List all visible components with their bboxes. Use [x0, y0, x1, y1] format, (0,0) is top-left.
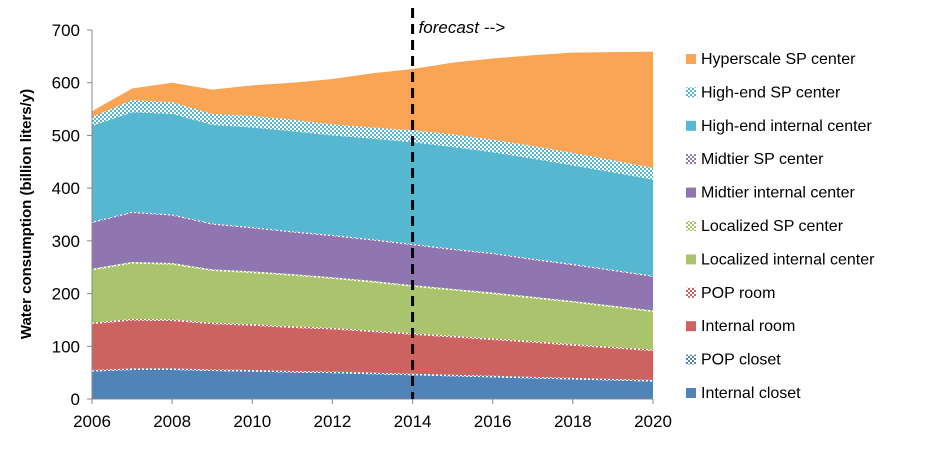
legend-label: Localized internal center	[701, 251, 875, 268]
legend-item-localized-internal-center: Localized internal center	[686, 251, 875, 268]
y-tick-label: 200	[52, 285, 80, 304]
y-ticks: 0 100 200 300 400 500 600 700	[52, 21, 92, 409]
legend: Hyperscale SP center High-end SP center Hi…	[686, 51, 875, 402]
legend-label: POP room	[701, 285, 775, 302]
y-tick-label: 400	[52, 179, 80, 198]
y-tick-label: 0	[71, 390, 80, 409]
area-high-end-internal-center	[92, 112, 653, 276]
y-tick-label: 600	[52, 74, 80, 93]
legend-swatch	[686, 87, 696, 98]
legend-swatch	[686, 254, 696, 265]
axes	[91, 30, 653, 400]
legend-label: Midtier SP center	[701, 151, 824, 168]
x-tick-label: 2010	[233, 412, 271, 431]
legend-label: Internal room	[701, 318, 795, 335]
legend-swatch	[686, 120, 696, 131]
legend-label: Internal closet	[701, 385, 801, 402]
y-tick-label: 300	[52, 232, 80, 251]
legend-swatch	[686, 54, 696, 64]
legend-label: High-end internal center	[701, 118, 872, 135]
legend-label: Localized SP center	[701, 218, 844, 235]
legend-label: High-end SP center	[701, 84, 841, 101]
areas	[92, 51, 653, 399]
x-tick-label: 2008	[153, 412, 191, 431]
legend-label: Hyperscale SP center	[701, 51, 856, 68]
legend-swatch	[686, 354, 696, 365]
x-tick-label: 2014	[394, 412, 432, 431]
y-tick-label: 500	[52, 126, 80, 145]
x-tick-label: 2012	[314, 412, 352, 431]
legend-item-localized-sp-center: Localized SP center	[686, 218, 844, 235]
x-tick-label: 2020	[634, 412, 672, 431]
y-tick-label: 700	[52, 21, 80, 40]
area-midtier-internal-center	[92, 212, 653, 311]
area-internal-closet	[92, 370, 653, 399]
x-tick-label: 2018	[554, 412, 592, 431]
legend-item-high-end-internal-center: High-end internal center	[686, 118, 872, 135]
legend-label: Midtier internal center	[701, 185, 856, 202]
legend-item-pop-room: POP room	[686, 285, 775, 302]
legend-item-internal-room: Internal room	[686, 318, 795, 335]
legend-swatch	[686, 321, 696, 332]
y-axis-label: Water consumption (billion liters/y)	[18, 89, 35, 339]
forecast-annotation: forecast -->	[419, 18, 506, 37]
area-pop-closet	[92, 368, 653, 382]
y-tick-label: 100	[52, 337, 80, 356]
x-tick-label: 2006	[73, 412, 111, 431]
area-high-end-sp-center	[92, 100, 653, 180]
legend-swatch	[686, 154, 696, 165]
area-localized-internal-center	[92, 263, 653, 350]
legend-item-high-end-sp-center: High-end SP center	[686, 84, 841, 101]
legend-swatch	[686, 221, 696, 231]
area-internal-room	[92, 320, 653, 381]
x-ticks: 2006 2008 2010 2012 2014 2016 2018 2020	[73, 399, 672, 431]
legend-swatch	[686, 287, 696, 298]
legend-item-midtier-sp-center: Midtier SP center	[686, 151, 824, 168]
legend-swatch	[686, 187, 696, 198]
area-hyperscale-sp-center	[92, 51, 653, 169]
x-tick-label: 2016	[474, 412, 512, 431]
legend-swatch	[686, 388, 696, 398]
legend-item-internal-closet: Internal closet	[686, 385, 801, 402]
legend-item-pop-closet: POP closet	[686, 352, 781, 369]
legend-item-hyperscale-sp-center: Hyperscale SP center	[686, 51, 856, 68]
legend-item-midtier-internal-center: Midtier internal center	[686, 185, 856, 202]
legend-label: POP closet	[701, 352, 781, 369]
